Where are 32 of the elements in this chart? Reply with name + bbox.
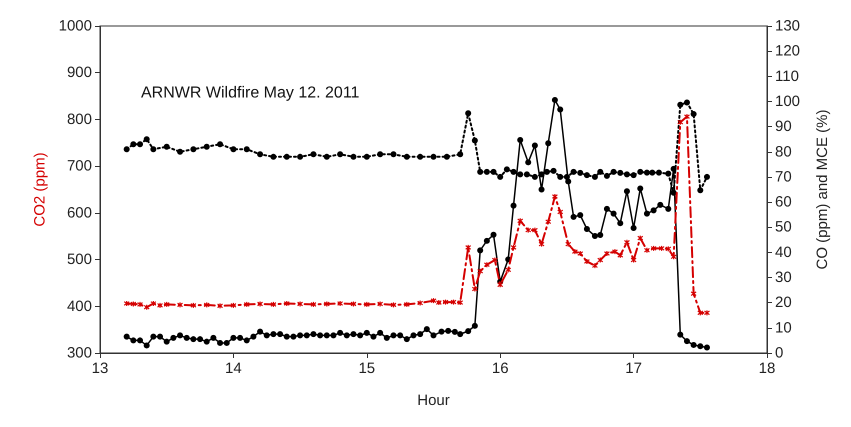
y-axis-title: CO2 (ppm) [32,152,49,227]
y-tick-label: 600 [66,204,92,222]
y2-tick-label: 100 [775,92,800,110]
y-tick-label: 700 [66,158,92,175]
y-tick-label: 300 [66,344,92,362]
y2-axis-title: CO (ppm) and MCE (%) [814,109,831,270]
y2-tick-label: 20 [775,294,792,312]
y2-tick-label: 90 [775,118,792,136]
y2-tick-label: 70 [775,168,792,186]
x-tick-label: 16 [492,360,509,377]
y-tick-label: 900 [66,64,92,82]
x-tick-label: 18 [758,360,776,377]
y2-tick-label: 40 [775,244,792,261]
x-tick-label: 17 [625,360,642,377]
y2-tick-label: 10 [775,319,792,336]
y-tick-label: 800 [66,110,92,128]
y-tick-label: 500 [66,251,92,268]
y2-tick-label: 110 [775,68,799,85]
y2-tick-label: 30 [775,269,792,286]
y-tick-label: 1000 [58,18,92,34]
x-axis-title: Hour [417,392,450,409]
x-tick-label: 13 [92,360,108,377]
y2-tick-label: 80 [775,143,792,160]
y2-tick-label: 60 [775,194,792,211]
x-tick-label: 15 [358,360,376,377]
text: ARNWR Wildfire May 12. 2011 [141,84,360,102]
x-tick-label: 14 [225,360,242,377]
y-tick-label: 400 [66,298,92,315]
y2-tick-label: 50 [775,218,792,236]
y2-tick-label: 0 [775,344,784,362]
y2-tick-label: 120 [775,42,800,60]
y2-tick-label: 130 [775,18,800,34]
